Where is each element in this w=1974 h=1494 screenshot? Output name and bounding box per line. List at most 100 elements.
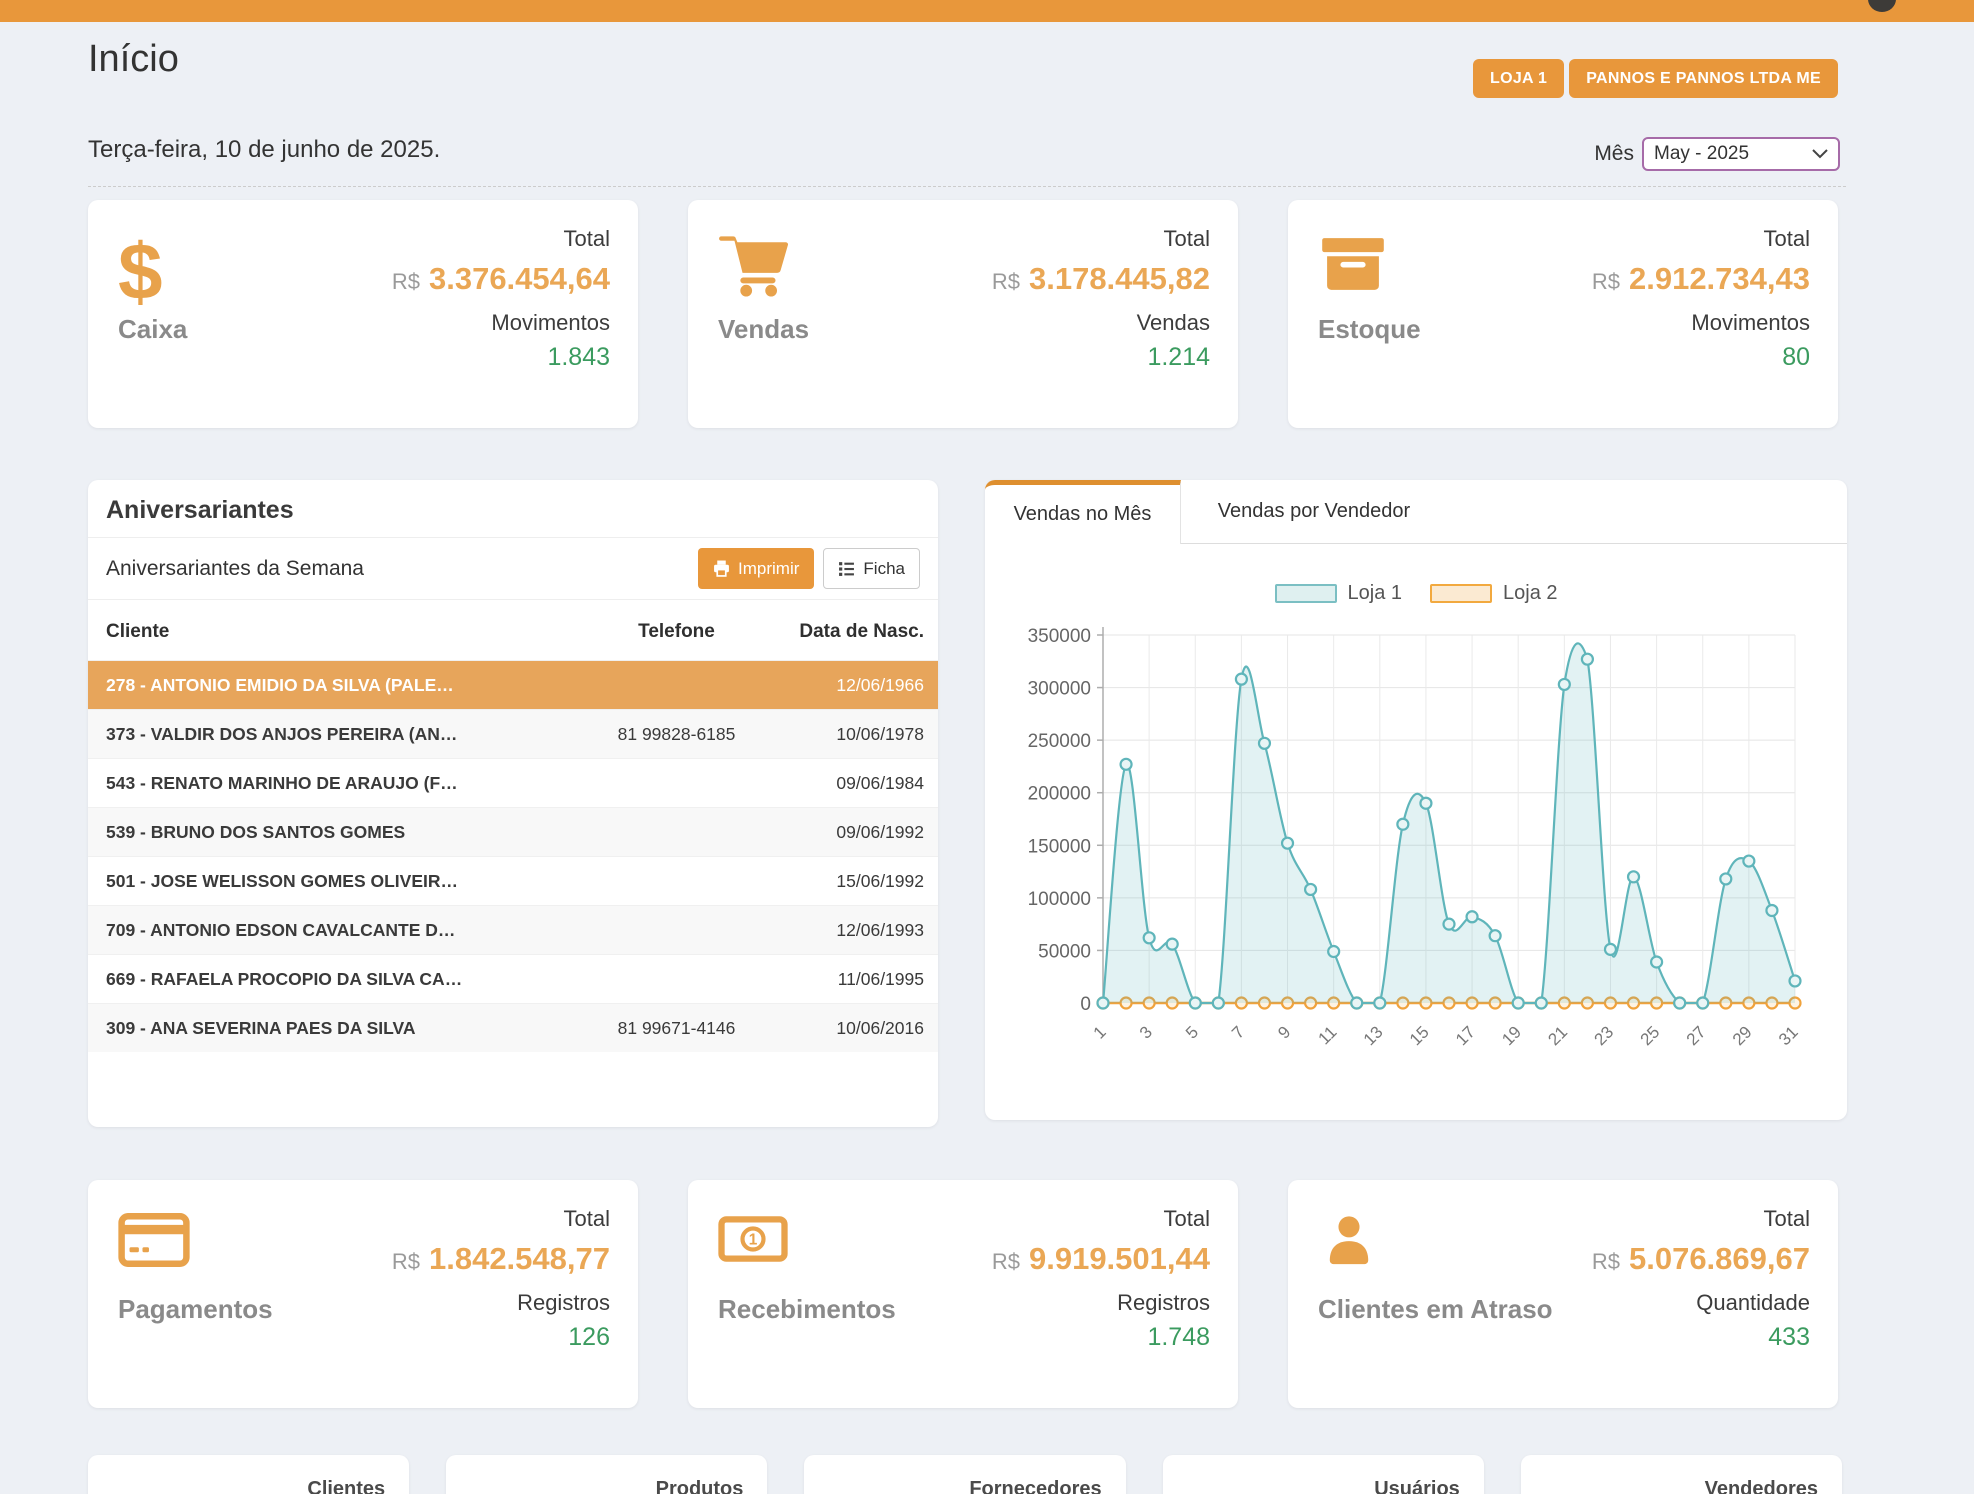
chart-tabs: Vendas no Mês Vendas por Vendedor bbox=[985, 480, 1847, 544]
card-label: Estoque bbox=[1318, 314, 1421, 345]
svg-text:350000: 350000 bbox=[1028, 626, 1091, 647]
count-label: Movimentos bbox=[1592, 310, 1810, 336]
month-select-value: May - 2025 bbox=[1654, 143, 1749, 165]
cell-birth: 10/06/2016 bbox=[769, 1018, 924, 1039]
card-label: Caixa bbox=[118, 314, 187, 345]
user-avatar-icon[interactable] bbox=[1868, 0, 1896, 12]
store-button[interactable]: LOJA 1 bbox=[1473, 59, 1564, 98]
legend-item-loja2: Loja 2 bbox=[1430, 582, 1558, 605]
count-value: 80 bbox=[1592, 343, 1810, 372]
svg-text:7: 7 bbox=[1228, 1022, 1248, 1042]
summary-card-label: Usuários bbox=[1374, 1478, 1460, 1494]
svg-text:23: 23 bbox=[1590, 1022, 1617, 1049]
total-value: 1.842.548,77 bbox=[429, 1241, 610, 1276]
vendas-card[interactable]: Vendas Total R$3.178.445,82 Vendas 1.214 bbox=[688, 200, 1238, 428]
cell-birth: 12/06/1993 bbox=[769, 920, 924, 941]
print-button-label: Imprimir bbox=[738, 559, 799, 579]
caixa-card[interactable]: $ Caixa Total R$3.376.454,64 Movimentos … bbox=[88, 200, 638, 428]
shopping-cart-icon bbox=[718, 232, 792, 298]
summary-card-vendedores[interactable]: Vendedores bbox=[1521, 1455, 1842, 1494]
cell-phone: 81 99828-6185 bbox=[584, 724, 769, 745]
estoque-card[interactable]: Estoque Total R$2.912.734,43 Movimentos … bbox=[1288, 200, 1838, 428]
table-row[interactable]: 543 - RENATO MARINHO DE ARAUJO (F…09/06/… bbox=[88, 758, 938, 807]
chart-legend: Loja 1 Loja 2 bbox=[985, 582, 1847, 605]
print-button[interactable]: Imprimir bbox=[698, 548, 814, 589]
birthdays-subtitle: Aniversariantes da Semana bbox=[106, 557, 364, 581]
count-value: 1.843 bbox=[392, 343, 610, 372]
total-value: 3.376.454,64 bbox=[429, 261, 610, 296]
recebimentos-card[interactable]: 1 Recebimentos Total R$9.919.501,44 Regi… bbox=[688, 1180, 1238, 1408]
currency-label: R$ bbox=[1592, 269, 1620, 294]
credit-card-icon bbox=[118, 1212, 190, 1268]
total-label: Total bbox=[392, 226, 610, 252]
legend-label-loja2: Loja 2 bbox=[1503, 582, 1558, 605]
stats-row-top: $ Caixa Total R$3.376.454,64 Movimentos … bbox=[88, 200, 1838, 428]
dashboard-page: Início LOJA 1 PANNOS E PANNOS LTDA ME Te… bbox=[0, 0, 1974, 1494]
legend-swatch-loja1 bbox=[1275, 584, 1337, 603]
cell-birth: 15/06/1992 bbox=[769, 871, 924, 892]
cell-client: 501 - JOSE WELISSON GOMES OLIVEIR… bbox=[106, 871, 584, 892]
cell-client: 309 - ANA SEVERINA PAES DA SILVA bbox=[106, 1018, 584, 1039]
count-label: Movimentos bbox=[392, 310, 610, 336]
table-row[interactable]: 501 - JOSE WELISSON GOMES OLIVEIR… 15/06/… bbox=[88, 856, 938, 905]
total-label: Total bbox=[1592, 1206, 1810, 1232]
birthday-table-body: 278 - ANTONIO EMIDIO DA SILVA (PALE… 12/0… bbox=[88, 660, 938, 1052]
card-label: Pagamentos bbox=[118, 1294, 273, 1325]
current-date: Terça-feira, 10 de junho de 2025. bbox=[88, 136, 440, 164]
total-label: Total bbox=[1592, 226, 1810, 252]
month-filter: Mês May - 2025 bbox=[1594, 137, 1840, 171]
box-archive-icon bbox=[1318, 232, 1388, 296]
ficha-button[interactable]: Ficha bbox=[823, 548, 920, 589]
pagamentos-card[interactable]: Pagamentos Total R$1.842.548,77 Registro… bbox=[88, 1180, 638, 1408]
table-row[interactable]: 373 - VALDIR DOS ANJOS PEREIRA (AN…81 99… bbox=[88, 709, 938, 758]
cell-client: 278 - ANTONIO EMIDIO DA SILVA (PALE… bbox=[106, 675, 584, 696]
svg-text:150000: 150000 bbox=[1028, 836, 1091, 857]
summary-card-usuarios[interactable]: Usuários bbox=[1163, 1455, 1484, 1494]
month-select[interactable]: May - 2025 bbox=[1642, 137, 1840, 171]
dollar-icon: $ bbox=[118, 232, 163, 312]
total-value: 3.178.445,82 bbox=[1029, 261, 1210, 296]
svg-text:300000: 300000 bbox=[1028, 679, 1091, 700]
count-value: 1.214 bbox=[992, 343, 1210, 372]
list-icon bbox=[838, 560, 855, 577]
table-row[interactable]: 539 - BRUNO DOS SANTOS GOMES 09/06/1992 bbox=[88, 807, 938, 856]
cell-client: 669 - RAFAELA PROCOPIO DA SILVA CA… bbox=[106, 969, 584, 990]
svg-text:25: 25 bbox=[1637, 1022, 1664, 1049]
cell-birth: 09/06/1992 bbox=[769, 822, 924, 843]
svg-text:29: 29 bbox=[1729, 1022, 1756, 1049]
summary-card-fornecedores[interactable]: Fornecedores bbox=[804, 1455, 1125, 1494]
clientes-em-atraso-card[interactable]: Clientes em Atraso Total R$5.076.869,67 … bbox=[1288, 1180, 1838, 1408]
column-header-data-nasc: Data de Nasc. bbox=[769, 621, 924, 643]
ficha-button-label: Ficha bbox=[863, 559, 905, 579]
total-label: Total bbox=[392, 1206, 610, 1232]
count-value: 126 bbox=[392, 1323, 610, 1352]
total-label: Total bbox=[992, 1206, 1210, 1232]
money-bill-icon: 1 bbox=[718, 1212, 788, 1266]
svg-text:27: 27 bbox=[1683, 1022, 1710, 1049]
svg-text:3: 3 bbox=[1136, 1022, 1156, 1042]
summary-card-clientes[interactable]: Clientes bbox=[88, 1455, 409, 1494]
card-label: Clientes em Atraso bbox=[1318, 1294, 1553, 1325]
table-row[interactable]: 278 - ANTONIO EMIDIO DA SILVA (PALE…12/0… bbox=[88, 660, 938, 709]
chevron-down-icon bbox=[1812, 149, 1828, 159]
currency-label: R$ bbox=[992, 269, 1020, 294]
tab-vendas-por-vendedor[interactable]: Vendas por Vendedor bbox=[1181, 480, 1447, 544]
svg-text:250000: 250000 bbox=[1028, 731, 1091, 752]
cell-client: 539 - BRUNO DOS SANTOS GOMES bbox=[106, 822, 584, 843]
top-bar bbox=[0, 0, 1974, 22]
table-row[interactable]: 309 - ANA SEVERINA PAES DA SILVA81 99671… bbox=[88, 1003, 938, 1052]
svg-text:1: 1 bbox=[1090, 1022, 1110, 1042]
svg-text:13: 13 bbox=[1360, 1022, 1387, 1049]
svg-text:1: 1 bbox=[749, 1232, 758, 1249]
company-button[interactable]: PANNOS E PANNOS LTDA ME bbox=[1569, 59, 1838, 98]
legend-item-loja1: Loja 1 bbox=[1275, 582, 1403, 605]
tab-vendas-no-mes[interactable]: Vendas no Mês bbox=[985, 480, 1181, 544]
summary-cards-row: Clientes Produtos Fornecedores Usuários … bbox=[88, 1455, 1842, 1494]
page-title: Início bbox=[88, 38, 179, 81]
currency-label: R$ bbox=[392, 1249, 420, 1274]
table-row[interactable]: 709 - ANTONIO EDSON CAVALCANTE D…12/06/1… bbox=[88, 905, 938, 954]
table-row[interactable]: 669 - RAFAELA PROCOPIO DA SILVA CA…11/06… bbox=[88, 954, 938, 1003]
currency-label: R$ bbox=[392, 269, 420, 294]
summary-card-produtos[interactable]: Produtos bbox=[446, 1455, 767, 1494]
cell-phone: 81 99671-4146 bbox=[584, 1018, 769, 1039]
